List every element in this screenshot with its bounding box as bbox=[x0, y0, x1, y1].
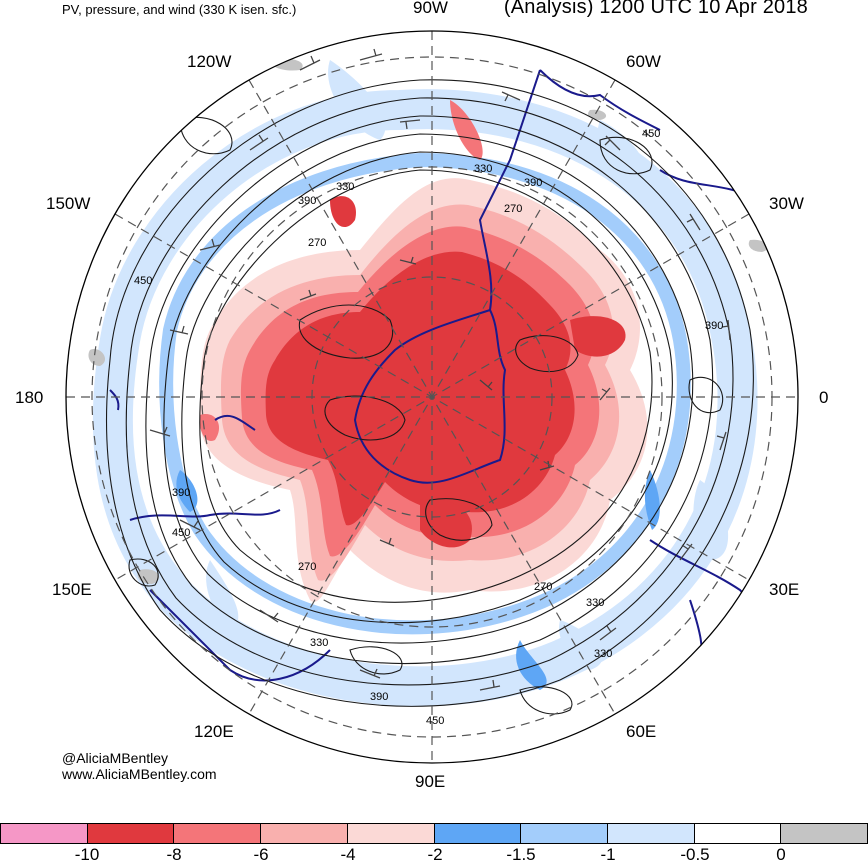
colorbar-tick-label: -10 bbox=[74, 845, 100, 864]
contour-label: 330 bbox=[586, 597, 604, 609]
colorbar-segment bbox=[520, 823, 607, 844]
pv-shading-red bbox=[199, 100, 648, 602]
longitude-label-120w: 120W bbox=[187, 52, 232, 71]
longitude-label-30w: 30W bbox=[769, 194, 804, 213]
longitude-label-60e: 60E bbox=[626, 722, 657, 741]
colorbar-tick-label: -6 bbox=[253, 845, 269, 864]
isobar-contours bbox=[105, 79, 754, 715]
colorbar-tick-label: -2 bbox=[427, 845, 443, 864]
contour-label: 390 bbox=[172, 487, 190, 499]
contour-label: 450 bbox=[426, 715, 444, 727]
longitude-label-90e: 90E bbox=[415, 772, 446, 791]
colorbar-segment bbox=[606, 823, 694, 844]
longitude-label-150e: 150E bbox=[52, 580, 92, 599]
colorbar-tick-label: -0.5 bbox=[680, 845, 710, 864]
credit-twitter-handle: @AliciaMBentley bbox=[62, 750, 169, 766]
contour-label: 270 bbox=[534, 581, 552, 593]
contour-label: 450 bbox=[642, 128, 660, 140]
contour-label: 450 bbox=[172, 527, 190, 539]
colorbar-segment bbox=[780, 823, 868, 844]
contour-label: 270 bbox=[504, 203, 522, 215]
contour-label: 270 bbox=[298, 561, 316, 573]
longitude-label-60w: 60W bbox=[626, 52, 661, 71]
colorbar-tick-label: -1.5 bbox=[506, 845, 536, 864]
map-boundary bbox=[65, 30, 799, 764]
longitude-label-180: 180 bbox=[15, 388, 44, 407]
contour-label: 330 bbox=[594, 648, 612, 660]
longitude-label-120e: 120E bbox=[194, 722, 234, 741]
colorbar-segment bbox=[693, 823, 781, 844]
map-title: PV, pressure, and wind (330 K isen. sfc.… bbox=[62, 2, 297, 17]
longitude-label-0: 0 bbox=[819, 388, 829, 407]
wind-barbs bbox=[149, 48, 731, 691]
colorbar-segment bbox=[86, 823, 174, 844]
contour-value-labels: 330 390 270 450 330 270 390 450 390 450 … bbox=[134, 128, 723, 727]
contour-label: 390 bbox=[524, 177, 542, 189]
contour-label: 270 bbox=[308, 237, 326, 249]
colorbar-segment bbox=[346, 823, 434, 844]
colorbar-tick-label: -8 bbox=[166, 845, 182, 864]
graticule bbox=[66, 31, 798, 763]
contour-label: 450 bbox=[134, 275, 152, 287]
contour-label: 330 bbox=[336, 181, 354, 193]
contour-label: 330 bbox=[474, 163, 492, 175]
longitude-label-150w: 150W bbox=[46, 194, 91, 213]
valid-time-title: (Analysis) 1200 UTC 10 Apr 2018 bbox=[503, 0, 808, 18]
credit-website: www.AliciaMBentley.com bbox=[62, 766, 217, 782]
colorbar-segment bbox=[0, 823, 87, 844]
colorbar-tick-label: -1 bbox=[600, 845, 616, 864]
contour-label: 330 bbox=[310, 637, 328, 649]
longitude-label-30e: 30E bbox=[769, 580, 800, 599]
colorbar-tick-label: -4 bbox=[340, 845, 356, 864]
contour-label: 390 bbox=[370, 691, 388, 703]
colorbar-segment bbox=[173, 823, 261, 844]
map-fields bbox=[66, 31, 798, 763]
longitude-label-90w: 90W bbox=[413, 0, 448, 17]
colorbar-segment bbox=[260, 823, 347, 844]
colorbar-segment bbox=[433, 823, 521, 844]
contour-label: 390 bbox=[705, 320, 723, 332]
contour-label: 390 bbox=[298, 195, 316, 207]
colorbar-tick-label: 0 bbox=[776, 845, 786, 864]
colorbar bbox=[0, 823, 868, 844]
